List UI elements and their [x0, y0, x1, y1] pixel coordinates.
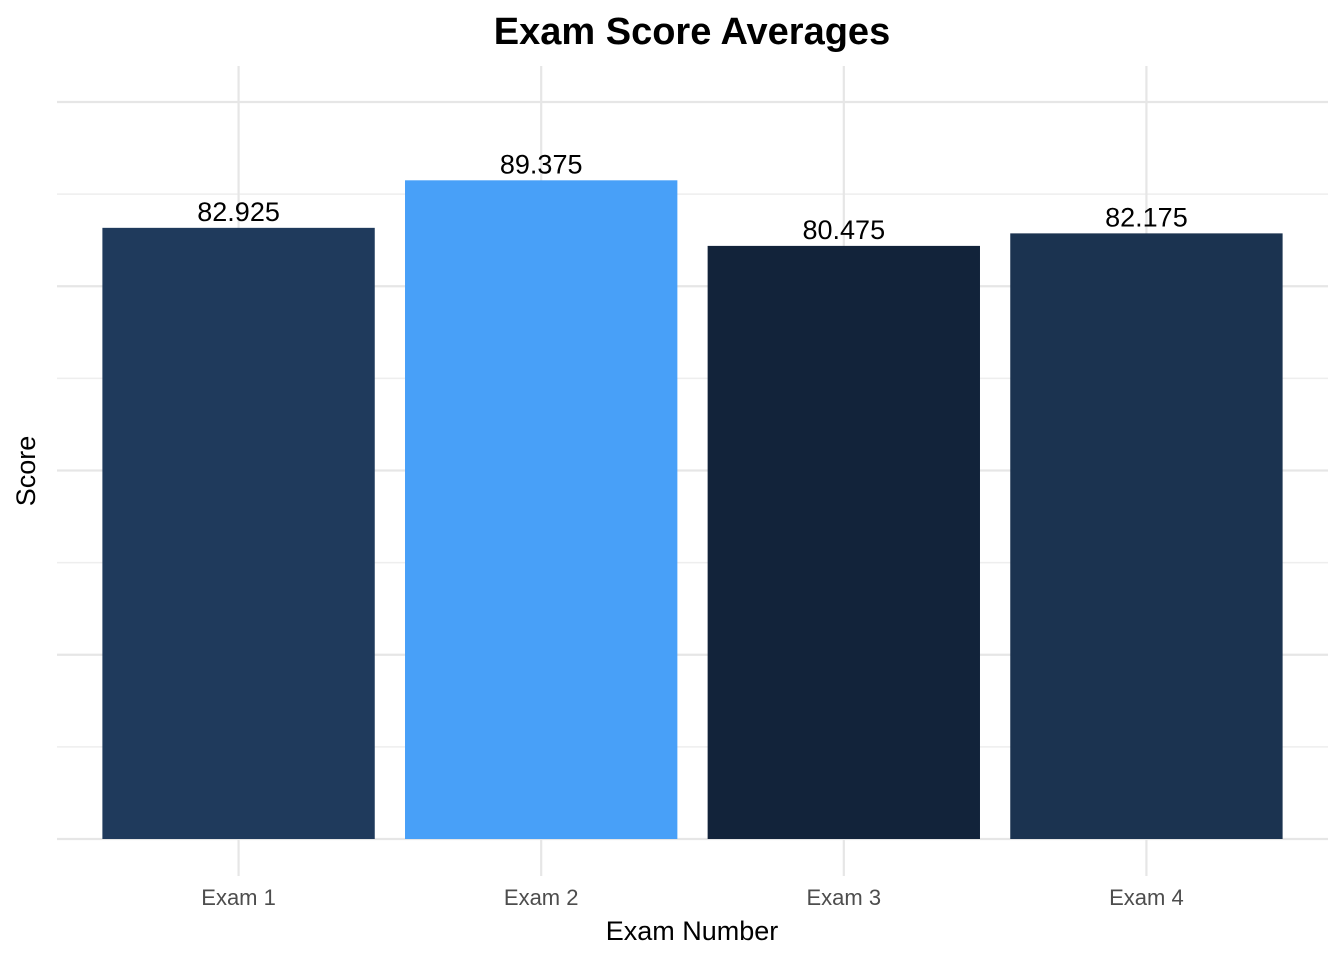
chart-title: Exam Score Averages: [494, 11, 890, 53]
bars: [102, 180, 1283, 840]
x-tick-label-4: Exam 4: [1109, 885, 1184, 910]
data-label-3: 80.475: [803, 215, 886, 245]
data-label-4: 82.175: [1105, 202, 1188, 232]
data-label-2: 89.375: [500, 149, 583, 179]
bar-1: [102, 227, 375, 839]
x-axis-label: Exam Number: [606, 916, 779, 946]
data-label-1: 82.925: [197, 197, 280, 227]
x-tick-label-2: Exam 2: [504, 885, 579, 910]
bar-3: [707, 245, 980, 840]
bar-2: [405, 180, 678, 839]
bar-4: [1010, 233, 1283, 840]
data-labels: 82.925 89.375 80.475 82.175: [197, 149, 1187, 245]
x-tick-label-3: Exam 3: [807, 885, 882, 910]
x-tick-label-1: Exam 1: [201, 885, 276, 910]
x-tick-labels: Exam 1 Exam 2 Exam 3 Exam 4: [201, 885, 1183, 910]
y-axis-label: Score: [11, 436, 41, 507]
